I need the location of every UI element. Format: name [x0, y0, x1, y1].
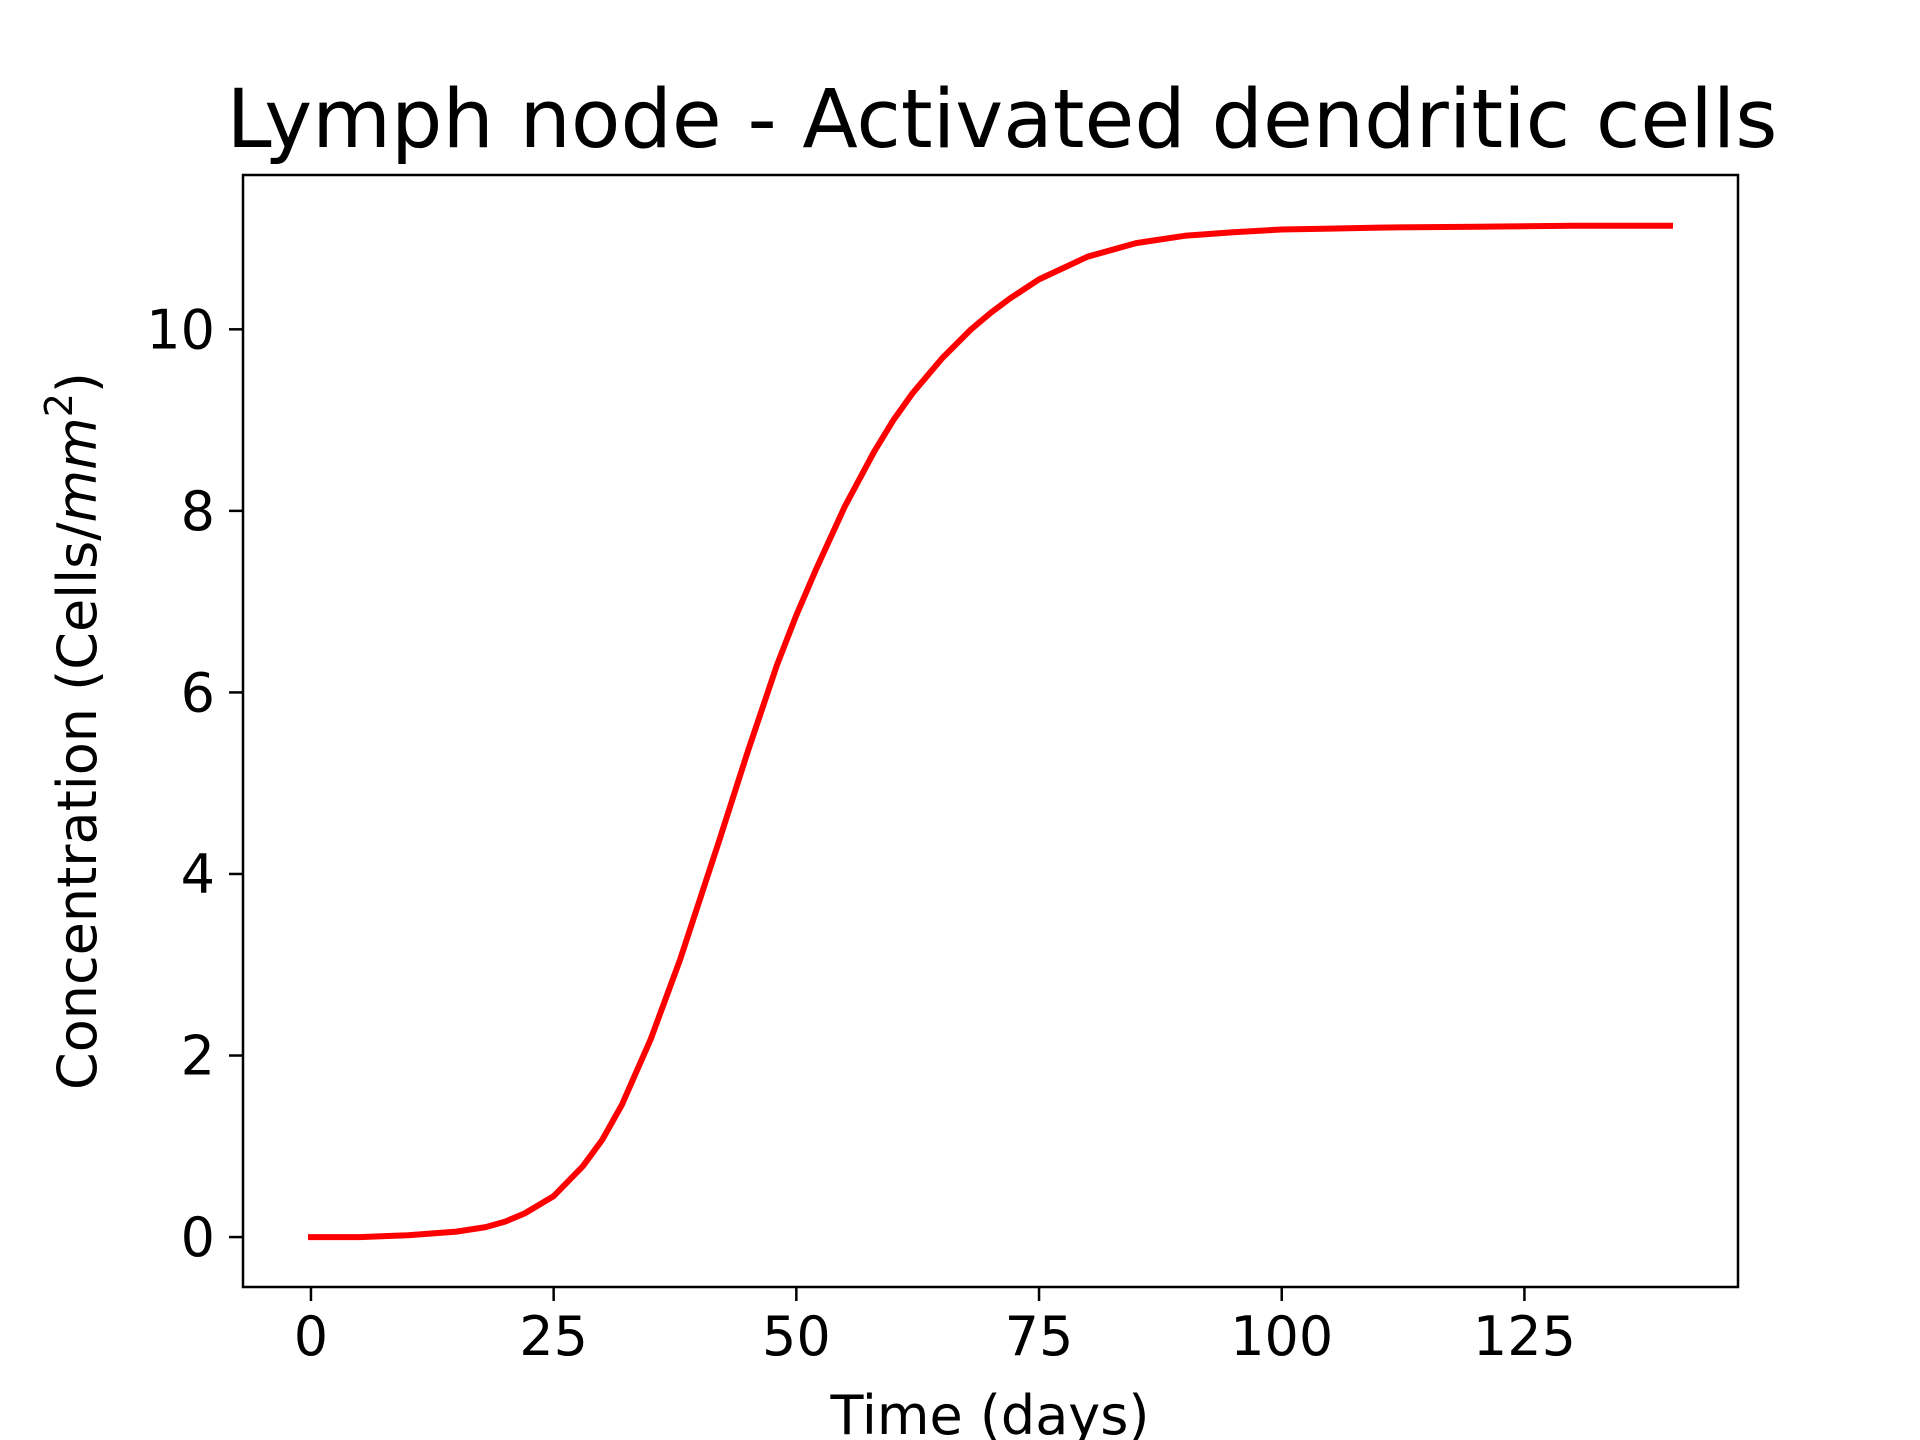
chart-title: Lymph node - Activated dendritic cells [227, 73, 1778, 167]
x-tick-label: 100 [1230, 1305, 1333, 1368]
y-axis-label-suffix: ) [46, 372, 109, 393]
plot-area [308, 222, 1673, 1241]
y-axis-label-prefix: Concentration (Cells/ [46, 522, 109, 1090]
plot-frame [241, 173, 1740, 1289]
y-tick-label: 10 [146, 298, 215, 361]
y-tick-label: 8 [181, 480, 215, 543]
y-axis-label-exponent: 2 [37, 393, 81, 417]
x-tick-label: 125 [1473, 1305, 1576, 1368]
y-tick-label: 2 [181, 1025, 215, 1088]
y-axis-label-unit: mm [46, 417, 109, 522]
y-axis: 0 2 4 6 8 10 [146, 298, 243, 1269]
series-line-0 [308, 222, 1673, 1241]
y-axis-label: Concentration (Cells/mm2) [37, 372, 109, 1090]
x-tick-label: 75 [1005, 1305, 1074, 1368]
x-tick-label: 25 [519, 1305, 588, 1368]
y-tick-label: 0 [181, 1206, 215, 1269]
y-tick-label: 6 [181, 661, 215, 724]
x-tick-label: 50 [762, 1305, 831, 1368]
x-axis: 0 25 50 75 100 125 [294, 1287, 1576, 1368]
y-tick-label: 4 [181, 843, 215, 906]
x-tick-label: 0 [294, 1305, 328, 1368]
x-axis-label: Time (days) [830, 1384, 1150, 1440]
